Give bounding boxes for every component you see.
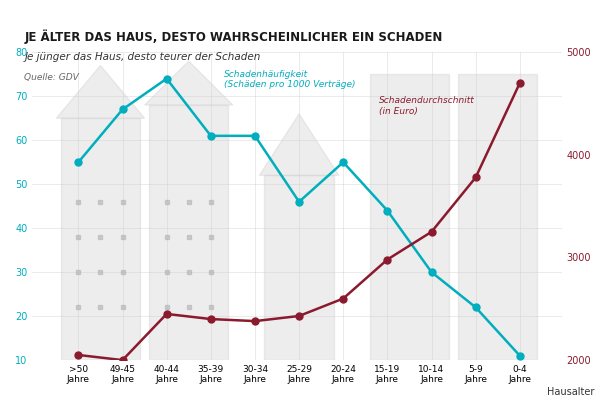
Text: JE ÄLTER DAS HAUS, DESTO WAHRSCHEINLICHER EIN SCHADEN: JE ÄLTER DAS HAUS, DESTO WAHRSCHEINLICHE…	[24, 29, 442, 44]
Bar	[61, 118, 140, 360]
Bar	[264, 176, 335, 360]
Text: Schadendurchschnitt
(in Euro): Schadendurchschnitt (in Euro)	[379, 97, 474, 116]
Polygon shape	[259, 114, 339, 176]
Text: Quelle: GDV: Quelle: GDV	[24, 73, 79, 82]
Polygon shape	[145, 61, 233, 105]
Polygon shape	[56, 65, 145, 118]
Text: Je jünger das Haus, desto teurer der Schaden: Je jünger das Haus, desto teurer der Sch…	[24, 52, 261, 62]
Bar	[149, 105, 228, 360]
Text: Schadenhäufigkeit
(Schäden pro 1000 Verträge): Schadenhäufigkeit (Schäden pro 1000 Vert…	[224, 70, 356, 89]
Bar	[458, 74, 538, 360]
Text: Hausalter: Hausalter	[547, 387, 594, 397]
Bar	[370, 74, 449, 360]
